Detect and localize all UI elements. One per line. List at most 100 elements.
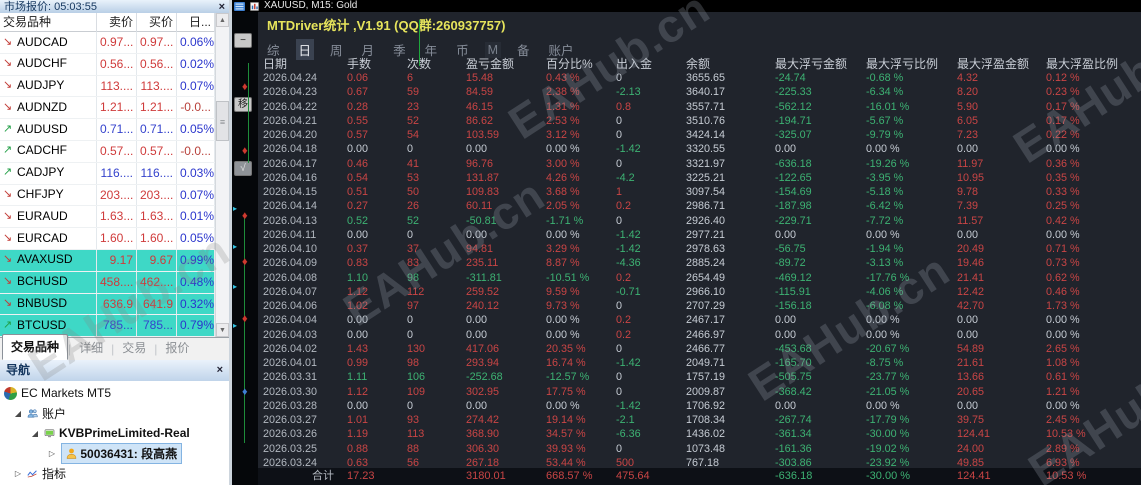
stats-cell: 0.00 % — [546, 399, 580, 412]
stats-cell: 0 — [616, 342, 623, 355]
column-symbol[interactable]: 交易品种 — [0, 13, 97, 32]
market-watch-row[interactable]: ↘ AVAXUSD 9.17 9.67 0.99% — [0, 249, 215, 272]
account-entry[interactable]: 50036431: 段高燕 — [61, 442, 183, 464]
stats-cell: 767.18 — [686, 456, 720, 469]
market-watch-row[interactable]: ↘ BNBUSD 636.9 641.9 0.32% — [0, 293, 215, 316]
stats-cell: 26 — [407, 200, 420, 213]
stats-cell: 500 — [616, 456, 635, 469]
stats-cell: 3424.14 — [686, 129, 726, 141]
stats-cell: 0.27 — [347, 200, 369, 213]
tab-symbols[interactable]: 交易品种 — [2, 334, 69, 360]
stats-cell: -0.71 — [616, 285, 641, 298]
stats-cell: 11.97 — [957, 157, 984, 170]
column-bid[interactable]: 卖价 — [97, 13, 137, 32]
stats-cell: 0.42 % — [1046, 214, 1080, 227]
scroll-down-icon[interactable]: ▼ — [216, 323, 229, 337]
ask-value: 0.56... — [137, 53, 177, 75]
tab-monthly[interactable]: 月 — [361, 44, 375, 58]
tab-trading[interactable]: 交易 — [122, 341, 147, 355]
stats-cell: 0.88 — [347, 442, 369, 455]
market-watch-row[interactable]: ↘ AUDCAD 0.97... 0.97... 0.06% — [0, 32, 215, 54]
stats-cell: 368.90 — [466, 428, 500, 441]
stats-cell: 0.00 % — [1046, 399, 1080, 412]
stats-cell: 2707.29 — [686, 300, 726, 312]
stats-cell: 0.00 % — [1046, 328, 1080, 341]
tab-m[interactable]: M — [484, 41, 502, 58]
market-watch-row[interactable]: ↘ AUDJPY 113.... 113.... 0.07% — [0, 75, 215, 98]
stats-cell: 0.00 — [466, 328, 488, 341]
tree-item-broker[interactable]: EC Markets MT5 — [0, 383, 229, 403]
up-arrow-icon: ↗ — [3, 166, 13, 179]
trade-arrow-icon: ▸ — [233, 282, 238, 291]
tab-weekly[interactable]: 周 — [330, 44, 343, 58]
ask-value: 0.97... — [137, 32, 177, 53]
market-watch-row[interactable]: ↗ AUDUSD 0.71... 0.71... 0.05% — [0, 119, 215, 141]
stats-cell: 21.41 — [957, 271, 985, 284]
market-watch-row[interactable]: ↘ AUDCHF 0.56... 0.56... 0.02% — [0, 53, 215, 76]
bid-value: 1.63... — [97, 206, 137, 228]
tab-quarterly[interactable]: 季 — [393, 44, 406, 58]
tree-item-indicators[interactable]: ▷ 指标 — [0, 463, 229, 483]
stats-row: 2026.04.14 0.27 26 60.11 2.05 % 0.2 2986.71 -18… — [262, 199, 1137, 213]
tab-notes[interactable]: 备 — [517, 44, 530, 58]
stats-cell: -636.18 — [775, 470, 813, 482]
chart-list-icon[interactable] — [234, 1, 245, 11]
stats-cell: 0.36 % — [1046, 157, 1080, 170]
stats-cell: 112 — [407, 285, 425, 298]
tab-currency[interactable]: 币 — [456, 44, 469, 58]
daily-change-value: 0.79% — [177, 315, 215, 337]
market-watch-row[interactable]: ↗ BTCUSD 785... 785... 0.79% — [0, 315, 215, 338]
stats-cell: 0.00 — [466, 228, 488, 241]
stats-cell: 84.59 — [466, 86, 494, 99]
tab-daily[interactable]: 日 — [295, 39, 315, 60]
expander-icon[interactable]: ▷ — [48, 448, 56, 458]
stats-cell: -24.74 — [775, 72, 806, 84]
stats-cell: 475.64 — [616, 470, 650, 482]
column-daily[interactable]: 日... — [177, 13, 215, 32]
ask-value: 0.71... — [137, 119, 177, 140]
stats-cell: 1.73 % — [1046, 300, 1080, 312]
stats-cell: 302.95 — [466, 385, 500, 398]
stats-cell: 1436.02 — [686, 428, 726, 441]
stats-cell: -1.71 % — [546, 214, 584, 227]
stats-cell: 0.71 % — [1046, 243, 1080, 255]
close-icon[interactable]: × — [216, 364, 223, 376]
tab-account[interactable]: 账户 — [548, 44, 574, 58]
stats-cell: 2966.10 — [686, 285, 726, 298]
stats-cell: 0.55 — [347, 114, 369, 127]
market-watch-row[interactable]: ↘ EURCAD 1.60... 1.60... 0.05% — [0, 228, 215, 250]
market-watch-row[interactable]: ↗ CADCHF 0.57... 0.57... -0.0... — [0, 140, 215, 163]
tab-ticks[interactable]: 报价 — [165, 341, 190, 355]
chart-doc-icon[interactable] — [249, 1, 260, 11]
scroll-up-icon[interactable]: ▲ — [216, 13, 229, 27]
market-watch-row[interactable]: ↘ EURAUD 1.63... 1.63... 0.01% — [0, 206, 215, 229]
market-watch-row[interactable]: ↘ AUDNZD 1.21... 1.21... -0.0... — [0, 97, 215, 120]
expander-icon[interactable]: ▷ — [14, 468, 22, 478]
check-button[interactable]: √ — [234, 161, 252, 176]
tree-item-accounts[interactable]: ◢ 账户 — [0, 403, 229, 423]
market-watch-row[interactable]: ↗ CADJPY 116.... 116.... 0.03% — [0, 162, 215, 185]
scrollbar-thumb[interactable]: ≡ — [216, 101, 229, 141]
stats-row: 2026.03.27 1.01 93 274.42 19.14 % -2.1 1708.34… — [262, 413, 1137, 427]
market-watch-row[interactable]: ↘ BCHUSD 458.... 462.... 0.48% — [0, 271, 215, 294]
tree-item-server[interactable]: ◢ KVBPrimeLimited-Real — [0, 423, 229, 443]
market-watch-scrollbar[interactable]: ▲ ≡ ▼ — [215, 13, 229, 337]
tree-item-account[interactable]: ▷ 50036431: 段高燕 — [0, 442, 229, 464]
minimize-button[interactable]: − — [234, 33, 252, 48]
stats-cell: 2026.04.13 — [263, 214, 318, 227]
indicator-icon — [27, 469, 37, 477]
stats-cell: -1.42 — [616, 243, 641, 255]
move-button[interactable]: 移 — [234, 97, 252, 112]
panel-splitter[interactable] — [229, 0, 232, 485]
stats-column-header: 手数 — [347, 57, 372, 71]
tab-yearly[interactable]: 年 — [424, 44, 438, 58]
market-watch-row[interactable]: ↘ CHFJPY 203.... 203.... 0.07% — [0, 184, 215, 207]
expander-icon[interactable]: ◢ — [31, 428, 39, 438]
column-ask[interactable]: 买价 — [137, 13, 177, 32]
stats-cell: 34.57 % — [546, 428, 586, 441]
close-icon[interactable]: × — [218, 1, 225, 13]
tab-summary[interactable]: 综 — [267, 44, 280, 58]
up-arrow-icon: ↗ — [3, 318, 13, 331]
tab-details[interactable]: 详细 — [79, 341, 104, 355]
expander-icon[interactable]: ◢ — [14, 408, 22, 418]
